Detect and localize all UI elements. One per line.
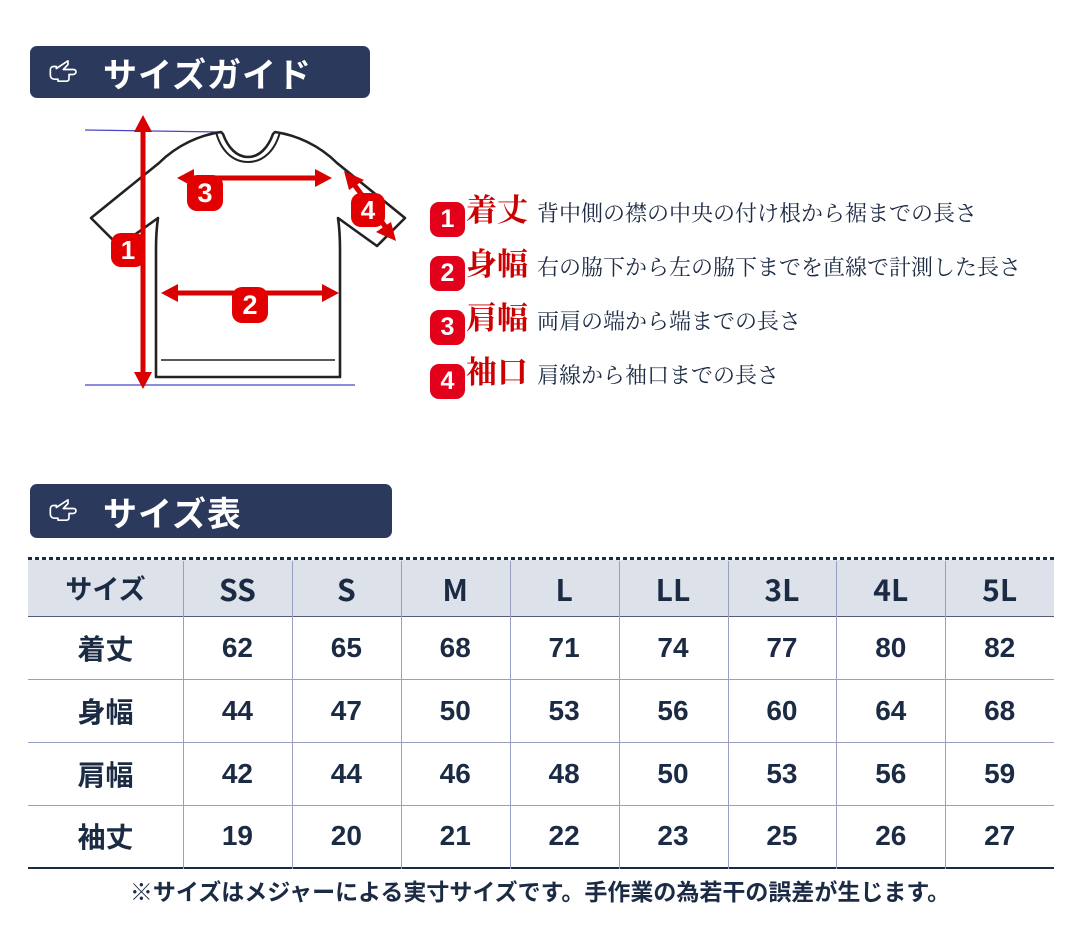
svg-text:2: 2: [242, 290, 257, 320]
svg-text:1: 1: [121, 235, 135, 265]
svg-text:4: 4: [361, 195, 376, 225]
svg-text:3: 3: [197, 178, 212, 208]
